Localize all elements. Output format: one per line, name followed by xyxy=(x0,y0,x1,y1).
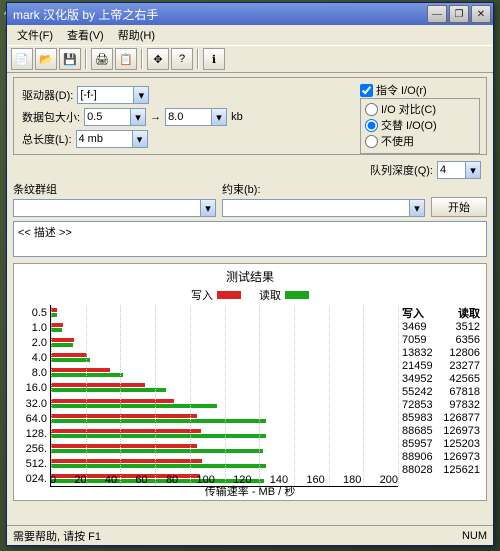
constraint-combo[interactable]: ▾ xyxy=(222,199,425,217)
window-title: mark 汉化版 by 上帝之右手 xyxy=(9,6,427,23)
close-button[interactable]: ✕ xyxy=(471,5,491,23)
menubar: 文件(F) 查看(V) 帮助(H) xyxy=(7,25,493,45)
write-swatch xyxy=(217,291,241,299)
minimize-button[interactable]: — xyxy=(427,5,447,23)
packet-from-combo[interactable]: ▾ xyxy=(84,108,146,126)
radio-alt[interactable] xyxy=(365,119,378,132)
y-axis-labels: 0.51.02.04.08.016.032.064.0128.256.512.0… xyxy=(18,305,50,487)
packet-to-input[interactable] xyxy=(165,108,211,126)
app-window: mark 汉化版 by 上帝之右手 — ❐ ✕ 文件(F) 查看(V) 帮助(H… xyxy=(6,2,494,546)
table-row: 5524267818 xyxy=(400,386,482,399)
th-read: 读取 xyxy=(458,305,480,321)
statusbar: 需要帮助, 请按 F1 NUM xyxy=(7,525,493,545)
read-swatch xyxy=(285,291,309,299)
start-button[interactable]: 开始 xyxy=(431,197,487,217)
drive-input[interactable] xyxy=(77,86,133,104)
toolbar-btn-4[interactable]: 📋 xyxy=(115,48,137,70)
radio-none-label: 不使用 xyxy=(381,133,414,149)
settings-panel: 驱动器(D): ▾ 数据包大小: ▾ → ▾ kb xyxy=(13,77,487,155)
table-row: 34693512 xyxy=(400,321,482,334)
table-row: 88028125621 xyxy=(400,464,482,477)
toolbar-btn-0[interactable]: 📄 xyxy=(11,48,33,70)
packet-unit: kb xyxy=(231,111,243,123)
drive-combo[interactable]: ▾ xyxy=(77,86,149,104)
constraint-input[interactable] xyxy=(222,199,409,217)
table-row: 1383212806 xyxy=(400,347,482,360)
results-table: 写入 读取346935127059635613832128062145923277… xyxy=(398,305,482,487)
toolbar-btn-6[interactable]: ? xyxy=(171,48,193,70)
total-combo[interactable]: ▾ xyxy=(76,130,148,148)
toolbar-btn-1[interactable]: 📂 xyxy=(35,48,57,70)
packet-to-combo[interactable]: ▾ xyxy=(165,108,227,126)
drive-label: 驱动器(D): xyxy=(22,87,73,103)
toolbar-btn-3[interactable]: 🖨 xyxy=(91,48,113,70)
legend-write-label: 写入 xyxy=(191,287,213,303)
table-row: 88906126973 xyxy=(400,451,482,464)
chevron-down-icon[interactable]: ▾ xyxy=(465,161,481,179)
toolbar-btn-7[interactable]: ℹ xyxy=(203,48,225,70)
packet-from-input[interactable] xyxy=(84,108,130,126)
constraint-label: 约束(b): xyxy=(222,181,425,197)
menu-file[interactable]: 文件(F) xyxy=(11,25,59,45)
chart-title: 测试结果 xyxy=(18,268,482,285)
stripe-label: 条纹群组 xyxy=(13,181,216,197)
chevron-down-icon[interactable]: ▾ xyxy=(211,108,227,126)
toolbar-btn-2[interactable]: 💾 xyxy=(59,48,81,70)
description-box[interactable]: << 描述 >> xyxy=(13,221,487,257)
packet-label: 数据包大小: xyxy=(22,109,80,125)
th-write: 写入 xyxy=(402,305,424,321)
queue-label: 队列深度(Q): xyxy=(370,162,433,178)
x-axis-label: 传输速率 - MB / 秒 xyxy=(14,483,486,499)
chart-panel: 测试结果 写入 读取 0.51.02.04.08.016.032.064.012… xyxy=(13,263,487,501)
menu-help[interactable]: 帮助(H) xyxy=(112,25,161,45)
table-row: 7285397832 xyxy=(400,399,482,412)
queue-combo[interactable]: ▾ xyxy=(437,161,481,179)
stripe-input[interactable] xyxy=(13,199,200,217)
status-num: NUM xyxy=(462,530,487,542)
total-label: 总长度(L): xyxy=(22,131,72,147)
table-row: 3495242565 xyxy=(400,373,482,386)
radio-compare-label: I/O 对比(C) xyxy=(381,101,436,117)
chevron-down-icon[interactable]: ▾ xyxy=(409,199,425,217)
radio-compare[interactable] xyxy=(365,103,378,116)
radio-none[interactable] xyxy=(365,135,378,148)
radio-alt-label: 交替 I/O(O) xyxy=(381,117,437,133)
arrow-icon: → xyxy=(150,111,161,123)
table-row: 85983126877 xyxy=(400,412,482,425)
instr-checkbox[interactable] xyxy=(360,84,373,97)
chevron-down-icon[interactable]: ▾ xyxy=(200,199,216,217)
total-input[interactable] xyxy=(76,130,132,148)
titlebar[interactable]: mark 汉化版 by 上帝之右手 — ❐ ✕ xyxy=(7,3,493,25)
chevron-down-icon[interactable]: ▾ xyxy=(133,86,149,104)
table-row: 70596356 xyxy=(400,334,482,347)
io-mode-group: 指令 I/O(r) I/O 对比(C) 交替 I/O(O) 不使用 xyxy=(360,82,480,154)
bars-area xyxy=(50,305,398,487)
stripe-combo[interactable]: ▾ xyxy=(13,199,216,217)
chart-legend: 写入 读取 xyxy=(18,287,482,303)
table-row: 88685126973 xyxy=(400,425,482,438)
table-row: 85957125203 xyxy=(400,438,482,451)
legend-read-label: 读取 xyxy=(259,287,281,303)
table-row: 2145923277 xyxy=(400,360,482,373)
toolbar-btn-5[interactable]: ✥ xyxy=(147,48,169,70)
queue-input[interactable] xyxy=(437,161,465,179)
chevron-down-icon[interactable]: ▾ xyxy=(130,108,146,126)
instr-label: 指令 I/O(r) xyxy=(376,82,427,98)
status-help: 需要帮助, 请按 F1 xyxy=(13,528,101,544)
toolbar: 📄📂💾 🖨📋 ✥? ℹ xyxy=(7,45,493,73)
menu-view[interactable]: 查看(V) xyxy=(61,25,110,45)
chevron-down-icon[interactable]: ▾ xyxy=(132,130,148,148)
restore-button[interactable]: ❐ xyxy=(449,5,469,23)
